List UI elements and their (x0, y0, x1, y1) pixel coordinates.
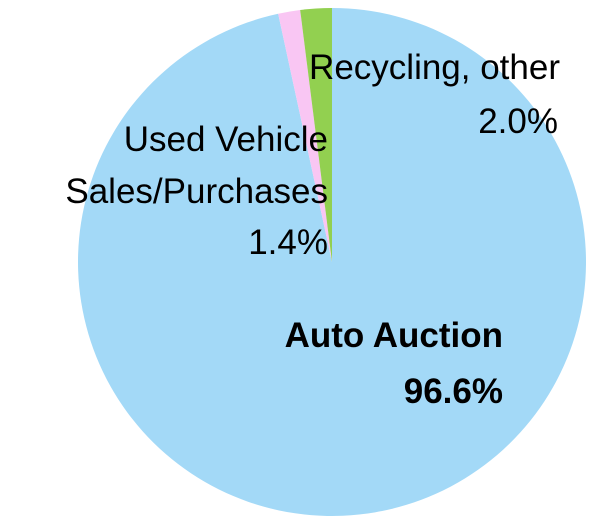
slice-label: Recycling, other (309, 48, 560, 87)
slice-label: Used Vehicle Sales/Purchases (65, 120, 328, 211)
pie-slice (278, 10, 332, 262)
slice-value-label: 2.0% (478, 102, 558, 141)
slice-value-label: 1.4% (248, 223, 328, 262)
pie-slice (78, 8, 587, 516)
pie-slice (300, 8, 332, 262)
slice-value-label: 96.6% (403, 372, 503, 411)
slice-label: Auto Auction (284, 316, 503, 355)
